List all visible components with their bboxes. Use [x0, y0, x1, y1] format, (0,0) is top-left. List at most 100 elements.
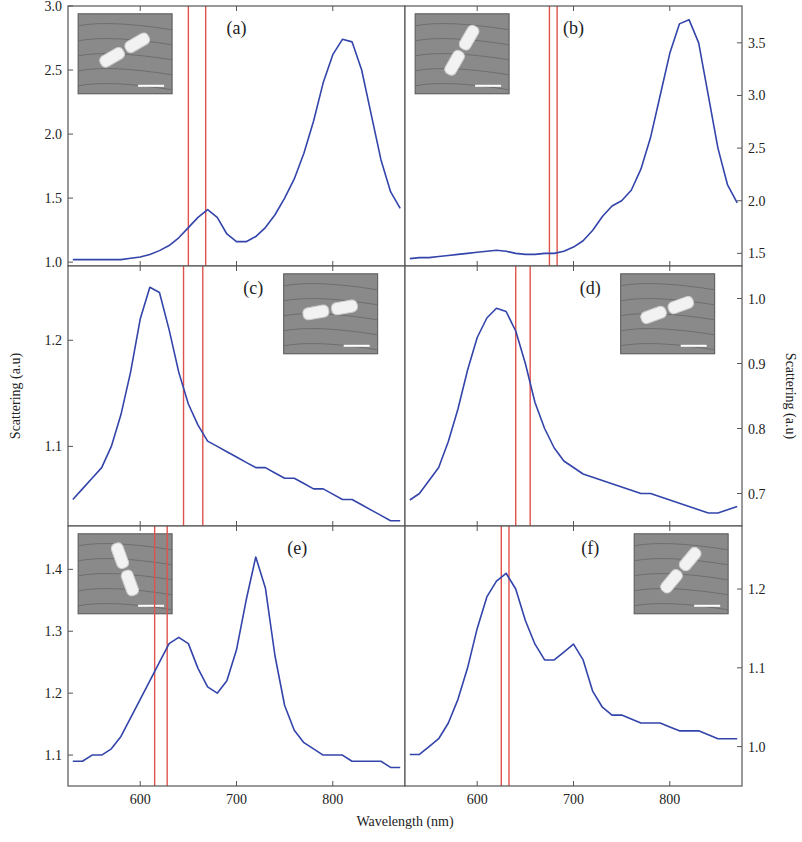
x-tick	[573, 266, 574, 271]
x-tick	[573, 526, 574, 531]
x-tick	[140, 526, 141, 531]
inset-texture	[78, 589, 172, 595]
spectrum-line	[73, 39, 400, 259]
reference-line	[166, 526, 167, 786]
x-tick	[332, 266, 333, 271]
plot-background	[405, 526, 742, 786]
reference-line	[556, 6, 557, 266]
inset-rods	[302, 299, 358, 320]
x-tick	[477, 526, 478, 531]
inset-image	[284, 274, 378, 354]
y-tick-label: 1.2	[45, 686, 63, 701]
x-tick	[140, 781, 141, 786]
panel: 6007008001.11.21.31.4(e)	[45, 526, 406, 807]
x-tick	[332, 521, 333, 526]
inset-texture	[78, 69, 172, 75]
plot-background	[405, 6, 742, 266]
y-tick-label: 1.4	[45, 562, 63, 577]
inset-texture	[634, 544, 728, 550]
inset-texture	[284, 329, 378, 335]
inset-texture	[621, 299, 715, 305]
plot-background	[68, 6, 405, 266]
inset-texture	[621, 314, 715, 320]
y-tick-label: 1.5	[748, 246, 766, 261]
panel: 1.11.2(c)	[45, 266, 406, 526]
x-tick	[669, 6, 670, 11]
inset-rod	[110, 541, 130, 570]
inset-image	[621, 274, 715, 354]
panel: 1.52.02.53.03.5(b)	[405, 6, 766, 266]
inset-scale-bar	[138, 605, 164, 607]
x-tick	[236, 261, 237, 266]
y-tick	[68, 693, 73, 694]
x-tick-label: 800	[322, 792, 343, 807]
x-tick	[236, 781, 237, 786]
inset-rod	[457, 23, 480, 52]
inset-texture	[634, 589, 728, 595]
inset-image	[634, 534, 728, 614]
panel-label: (d)	[580, 278, 601, 299]
plot-area	[410, 526, 737, 786]
inset-rod	[98, 46, 127, 69]
y-tick-label: 2.0	[45, 127, 63, 142]
y-tick-label: 1.0	[45, 255, 63, 270]
plot-area	[73, 6, 400, 266]
x-tick	[140, 6, 141, 11]
y-tick-label: 1.1	[45, 748, 63, 763]
plot-background	[405, 266, 742, 526]
x-tick	[477, 781, 478, 786]
y-tick	[737, 298, 742, 299]
spectrum-line	[410, 573, 737, 754]
spectrum-line	[73, 557, 400, 767]
figure: 1.01.52.02.53.0(a)1.52.02.53.03.5(b)1.11…	[0, 0, 802, 842]
inset-rod	[443, 49, 466, 78]
plot-frame	[405, 266, 742, 526]
x-tick	[236, 266, 237, 271]
x-tick	[477, 521, 478, 526]
x-tick-label: 700	[563, 792, 584, 807]
x-tick-label: 600	[130, 792, 151, 807]
x-tick	[477, 266, 478, 271]
y-tick-label: 1.0	[748, 740, 766, 755]
inset-frame	[415, 14, 509, 94]
y-tick	[68, 340, 73, 341]
inset-texture	[621, 329, 715, 335]
x-tick	[140, 266, 141, 271]
y-tick-label: 1.3	[45, 624, 63, 639]
inset-rods	[98, 31, 152, 69]
plot-area	[410, 6, 737, 266]
y-tick	[737, 589, 742, 590]
inset-frame	[621, 274, 715, 354]
x-tick	[573, 781, 574, 786]
inset-texture	[621, 344, 715, 350]
panel-label: (a)	[227, 18, 247, 39]
inset-rods	[110, 541, 140, 597]
y-tick	[68, 446, 73, 447]
x-tick-label: 600	[467, 792, 488, 807]
y-tick	[737, 200, 742, 201]
reference-line	[501, 526, 502, 786]
inset-scale-bar	[475, 85, 501, 87]
inset-texture	[284, 314, 378, 320]
inset-texture	[78, 544, 172, 550]
inset-texture	[78, 54, 172, 60]
x-axis-title: Wavelength (nm)	[356, 814, 454, 830]
reference-line	[508, 526, 509, 786]
y-tick-label: 3.0	[45, 0, 63, 14]
x-tick	[140, 521, 141, 526]
x-tick	[669, 781, 670, 786]
y-tick	[737, 42, 742, 43]
spectrum-line	[73, 287, 400, 520]
reference-line	[202, 266, 203, 526]
y-tick-label: 0.8	[748, 422, 766, 437]
plot-area	[410, 266, 737, 526]
panel-label: (c)	[243, 278, 263, 299]
panel-label: (f)	[581, 538, 599, 559]
inset-frame	[284, 274, 378, 354]
plot-background	[68, 266, 405, 526]
plot-frame	[68, 6, 405, 266]
y-tick-label: 0.7	[748, 487, 766, 502]
y-tick-label: 3.5	[748, 36, 766, 51]
y-tick	[68, 134, 73, 135]
reference-line	[549, 6, 550, 266]
